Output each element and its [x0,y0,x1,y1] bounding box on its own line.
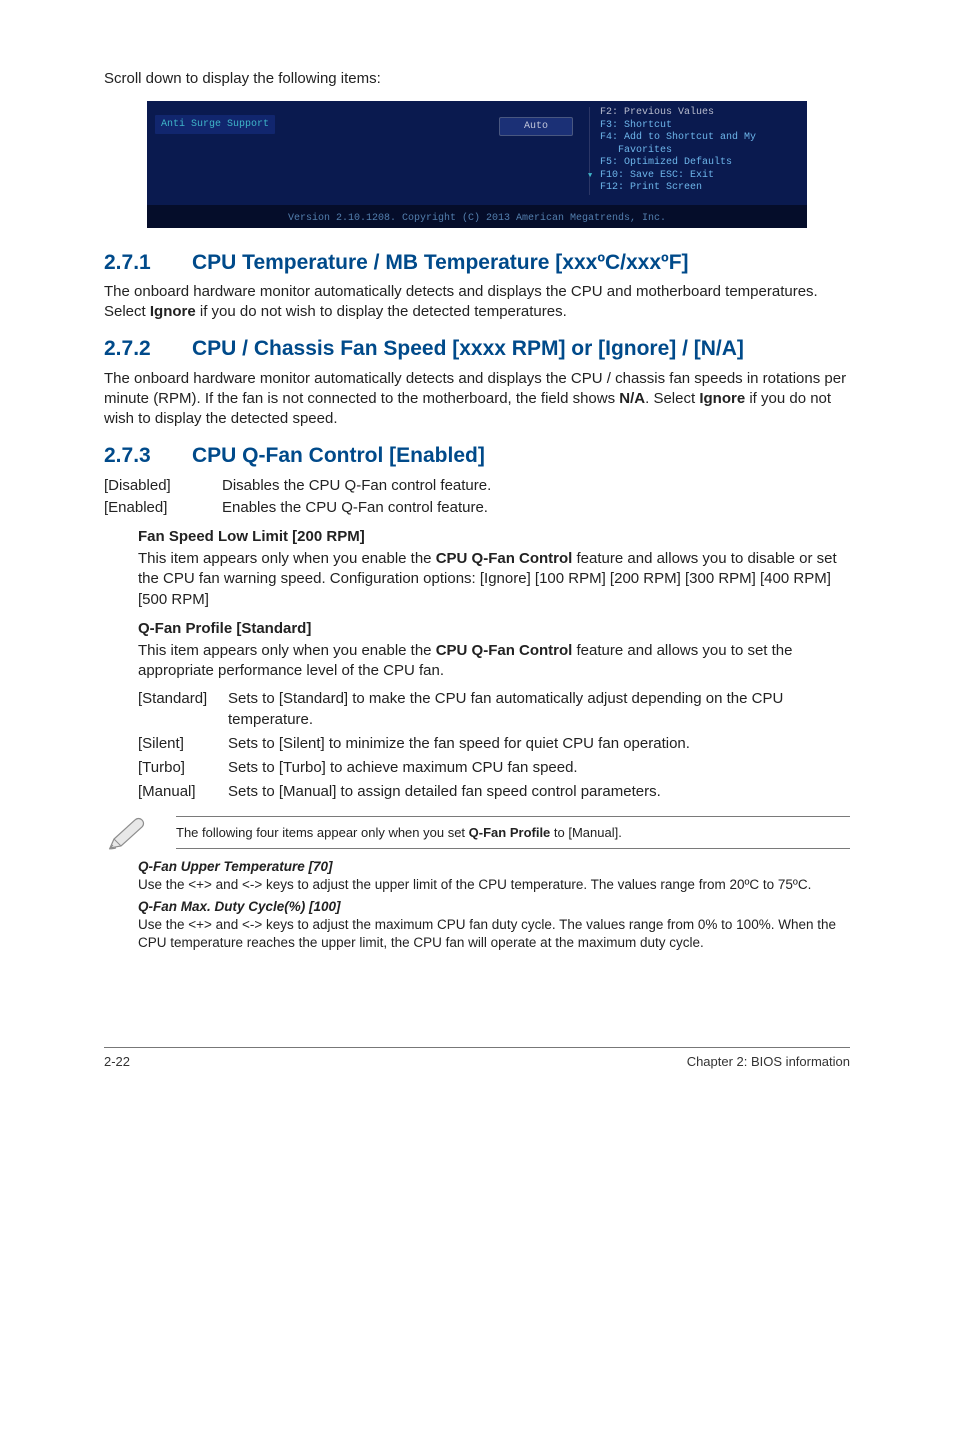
option-key: [Manual] [138,782,228,802]
profile-option-turbo: [Turbo] Sets to [Turbo] to achieve maxim… [138,758,850,778]
page-footer: 2-22 Chapter 2: BIOS information [104,1047,850,1069]
note-pencil-icon [104,815,150,851]
profile-option-silent: [Silent] Sets to [Silent] to minimize th… [138,734,850,754]
section-heading-2-7-3: 2.7.3 CPU Q-Fan Control [Enabled] [104,443,850,469]
chapter-label: Chapter 2: BIOS information [687,1054,850,1069]
bios-screenshot: Anti Surge Support Auto F2: Previous Val… [147,101,807,228]
text: The following four items appear only whe… [176,825,469,840]
option-value: Sets to [Manual] to assign detailed fan … [228,782,850,802]
option-key: [Disabled] [104,476,222,496]
text: This item appears only when you enable t… [138,642,436,659]
subheading-qfan-profile: Q-Fan Profile [Standard] [138,620,850,637]
text-bold: CPU Q-Fan Control [436,550,573,567]
option-row-enabled: [Enabled] Enables the CPU Q-Fan control … [104,498,850,518]
bios-version-footer: Version 2.10.1208. Copyright (C) 2013 Am… [147,205,807,228]
page: Scroll down to display the following ite… [0,0,954,1438]
text: This item appears only when you enable t… [138,550,436,567]
option-key: [Turbo] [138,758,228,778]
option-key: [Standard] [138,689,228,730]
profile-option-manual: [Manual] Sets to [Manual] to assign deta… [138,782,850,802]
subheading-qfan-upper-temp: Q-Fan Upper Temperature [70] [138,859,850,874]
section-number: 2.7.1 [104,250,164,276]
option-value: Enables the CPU Q-Fan control feature. [222,498,850,518]
section-2-7-1-body: The onboard hardware monitor automatical… [104,282,850,323]
page-number: 2-22 [104,1054,130,1069]
profile-option-standard: [Standard] Sets to [Standard] to make th… [138,689,850,730]
note-text: The following four items appear only whe… [176,816,850,849]
text: if you do not wish to display the detect… [196,303,567,320]
text-bold: CPU Q-Fan Control [436,642,573,659]
fan-speed-limit-body: This item appears only when you enable t… [138,549,850,610]
text-bold: Q-Fan Profile [469,825,551,840]
qfan-upper-temp-body: Use the <+> and <-> keys to adjust the u… [138,876,850,894]
note-block: The following four items appear only whe… [104,815,850,851]
bios-help-line: F5: Optimized Defaults [600,157,799,170]
section-heading-2-7-2: 2.7.2 CPU / Chassis Fan Speed [xxxx RPM]… [104,336,850,362]
qfan-profile-body: This item appears only when you enable t… [138,641,850,682]
section-title: CPU / Chassis Fan Speed [xxxx RPM] or [I… [192,336,744,362]
bios-help-line: F4: Add to Shortcut and My [600,132,799,145]
section-number: 2.7.3 [104,443,164,469]
subheading-fan-speed-limit: Fan Speed Low Limit [200 RPM] [138,528,850,545]
bios-help-column: F2: Previous Values F3: Shortcut F4: Add… [589,107,799,195]
option-value: Disables the CPU Q-Fan control feature. [222,476,850,496]
text: . Select [645,390,699,407]
text: to [Manual]. [550,825,622,840]
indented-section: Fan Speed Low Limit [200 RPM] This item … [138,528,850,803]
bios-left-column: Anti Surge Support Auto [155,107,581,195]
section-title: CPU Temperature / MB Temperature [xxxºC/… [192,250,689,276]
bios-help-line: F3: Shortcut [600,120,799,133]
intro-text: Scroll down to display the following ite… [104,70,850,87]
bios-setting-value: Auto [499,117,573,136]
bios-help-line: Favorites [618,145,799,158]
option-value: Sets to [Standard] to make the CPU fan a… [228,689,850,730]
option-row-disabled: [Disabled] Disables the CPU Q-Fan contro… [104,476,850,496]
section-heading-2-7-1: 2.7.1 CPU Temperature / MB Temperature [… [104,250,850,276]
text-bold: N/A [619,390,645,407]
section-2-7-2-body: The onboard hardware monitor automatical… [104,369,850,430]
option-key: [Silent] [138,734,228,754]
text-bold: Ignore [150,303,196,320]
option-key: [Enabled] [104,498,222,518]
bios-setting-label: Anti Surge Support [155,115,275,134]
section-title: CPU Q-Fan Control [Enabled] [192,443,485,469]
bios-main-area: Anti Surge Support Auto F2: Previous Val… [147,101,807,205]
bios-help-line: F10: Save ESC: Exit [600,170,799,183]
qfan-max-duty-body: Use the <+> and <-> keys to adjust the m… [138,916,850,951]
indented-section-2: Q-Fan Upper Temperature [70] Use the <+>… [138,859,850,952]
bios-help-line: F12: Print Screen [600,182,799,195]
subheading-qfan-max-duty: Q-Fan Max. Duty Cycle(%) [100] [138,899,850,914]
option-value: Sets to [Silent] to minimize the fan spe… [228,734,850,754]
section-number: 2.7.2 [104,336,164,362]
bios-help-line: F2: Previous Values [600,107,799,120]
option-value: Sets to [Turbo] to achieve maximum CPU f… [228,758,850,778]
text-bold: Ignore [699,390,745,407]
